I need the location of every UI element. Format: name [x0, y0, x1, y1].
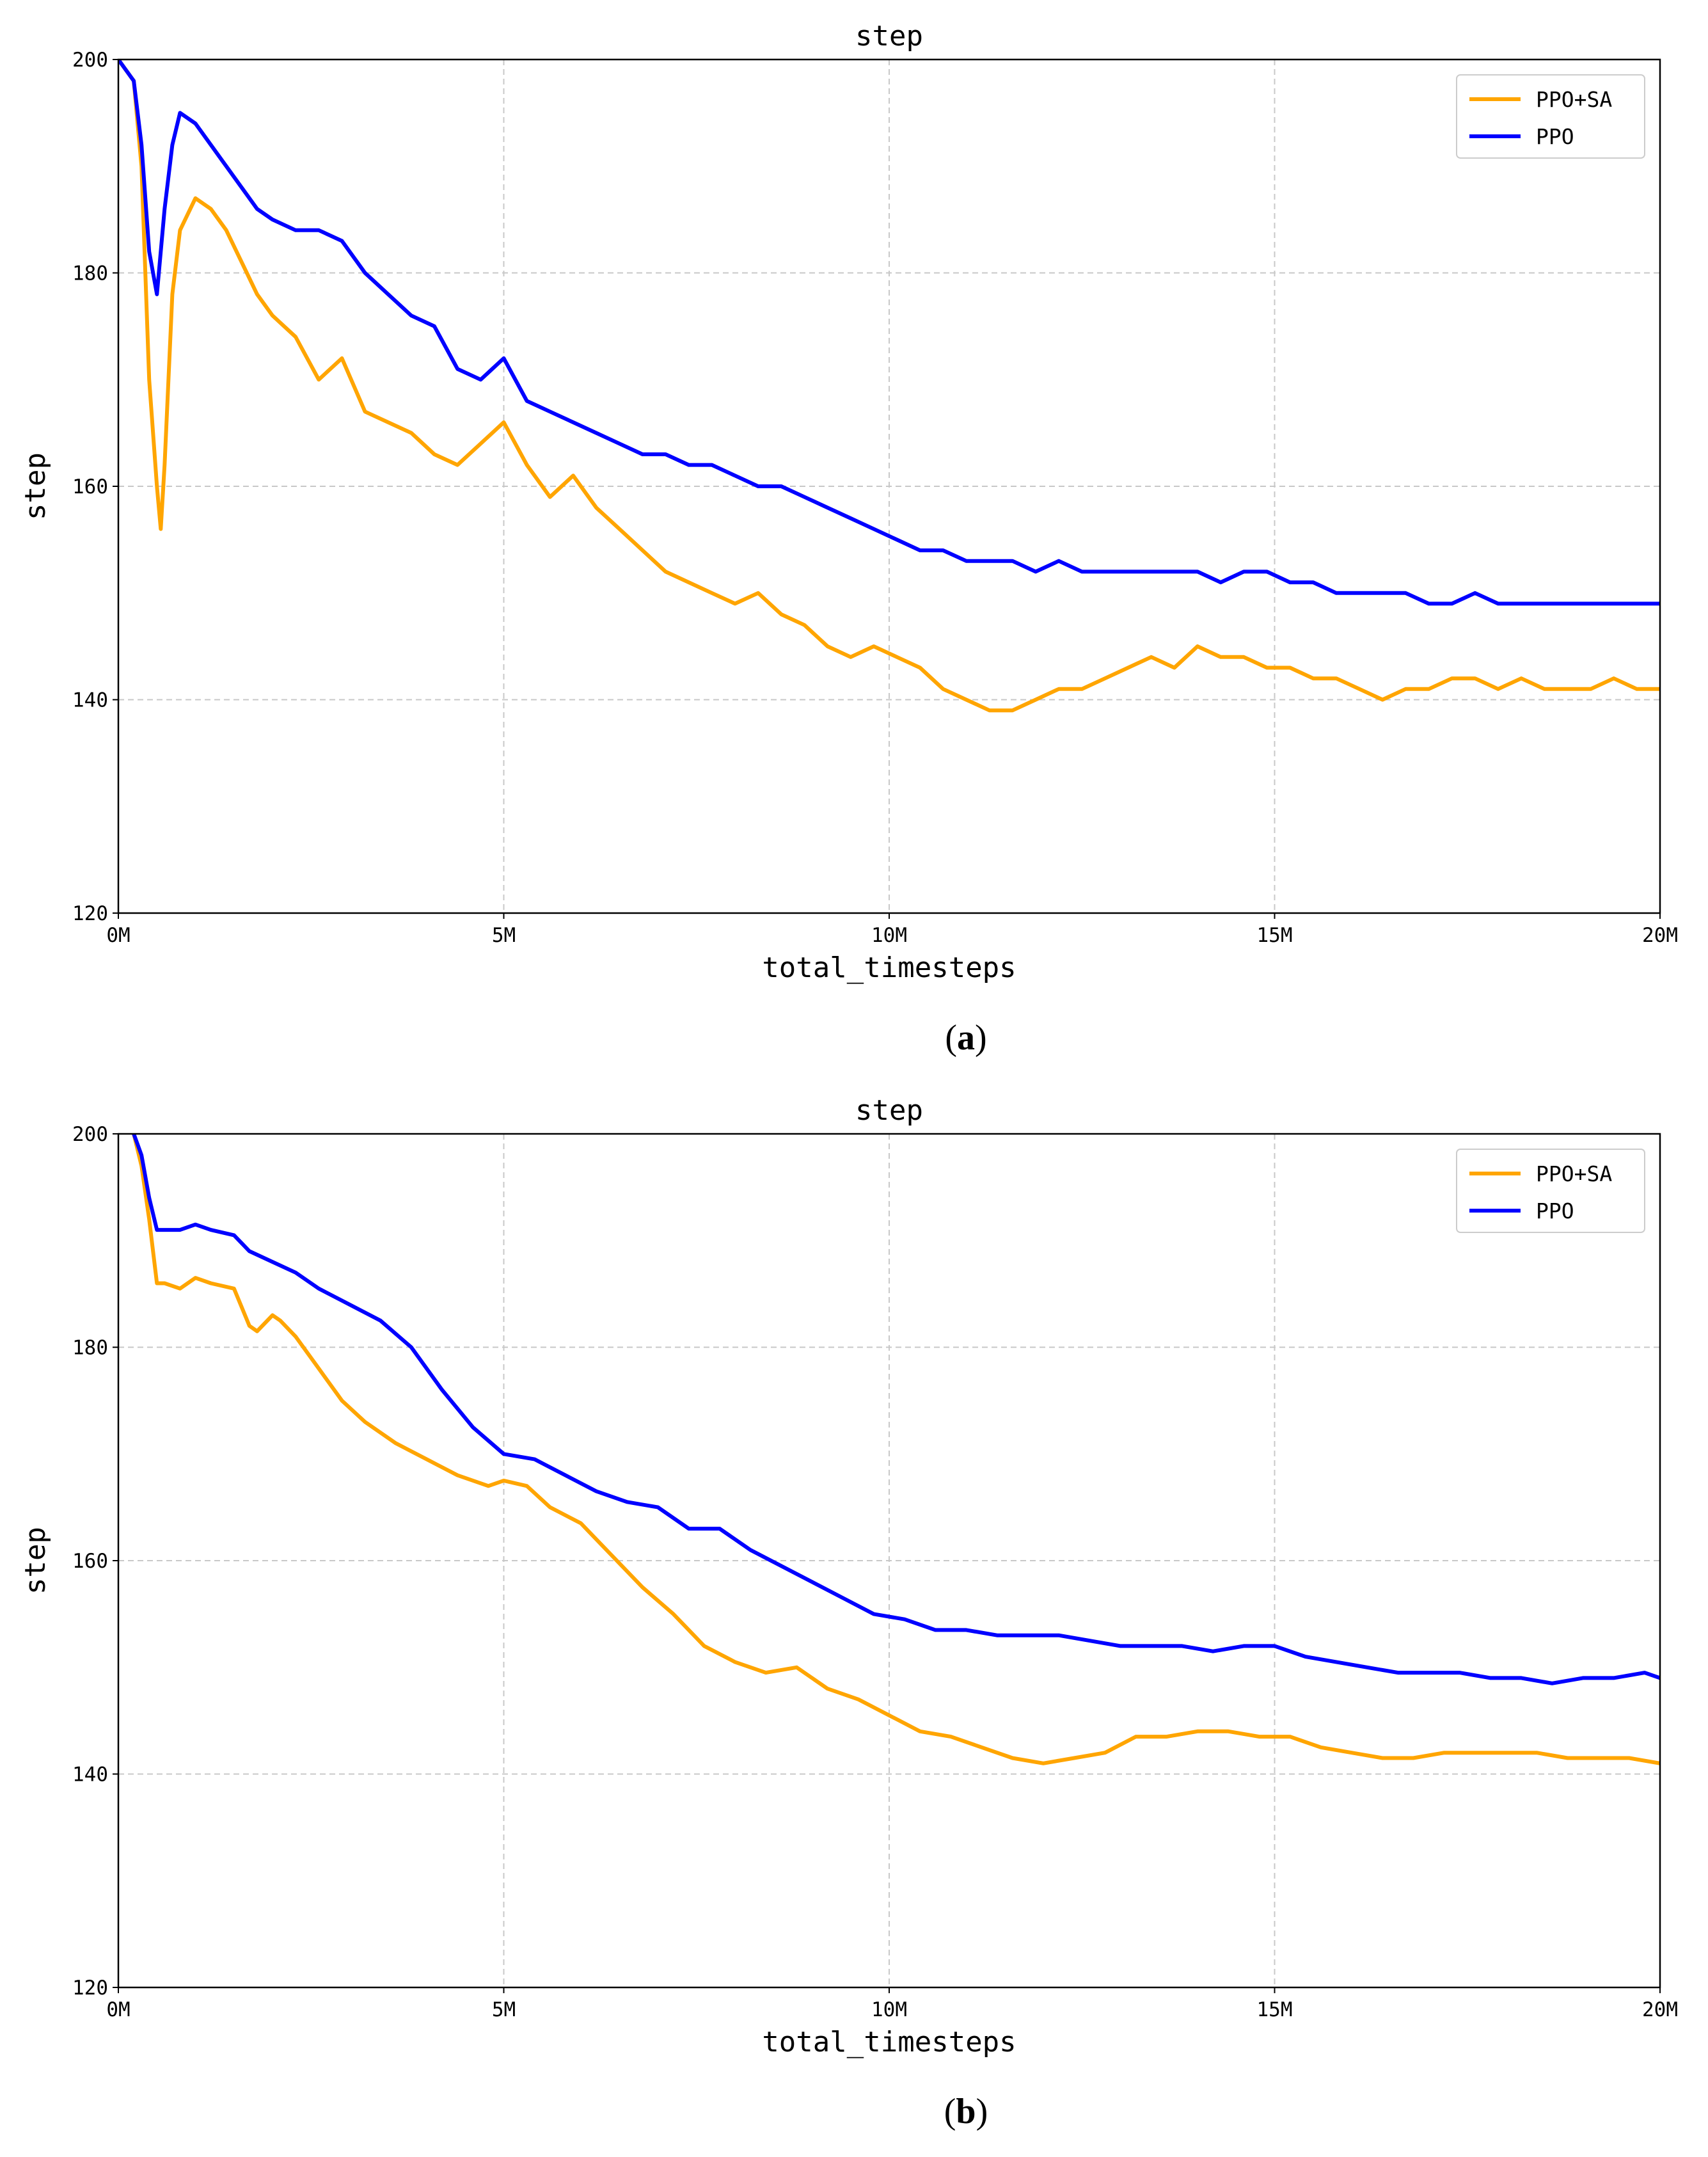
- panel-caption: (b): [944, 2092, 988, 2131]
- x-tick-label: 0M: [106, 1998, 130, 2021]
- y-tick-label: 180: [72, 1337, 108, 1360]
- y-tick-label: 120: [72, 902, 108, 925]
- y-tick-label: 200: [72, 1123, 108, 1146]
- panel-a: step 0M 5M 10M 15M 20M 120 140 160 180 200 total_ti…: [19, 20, 1678, 1058]
- legend: PPO+SA PPO: [1456, 74, 1645, 159]
- series-group: [118, 60, 1660, 713]
- x-tick-label: 20M: [1642, 1998, 1678, 2021]
- y-tick-label: 140: [72, 1763, 108, 1787]
- y-tick-label: 200: [72, 49, 108, 72]
- legend-label: PPO: [1536, 124, 1574, 149]
- panel-b: step 0M 5M 10M 15M 20M 120 140 160 180 200 total_ti…: [19, 1094, 1678, 2131]
- x-tick-label: 0M: [106, 924, 130, 947]
- x-tick-label: 15M: [1257, 1998, 1293, 2021]
- legend-label: PPO+SA: [1536, 1161, 1612, 1186]
- x-axis-label: total_timesteps: [762, 2026, 1016, 2058]
- series-line-ppo: [132, 1134, 1660, 1685]
- chart-title: step: [855, 20, 923, 52]
- panel-caption: (a): [945, 1018, 986, 1058]
- caption-letter: b: [956, 2092, 976, 2131]
- series-line-ppo-sa: [132, 1134, 1660, 1765]
- x-tick-label: 5M: [492, 1998, 516, 2021]
- legend-label: PPO+SA: [1536, 87, 1612, 112]
- series-group: [132, 1134, 1660, 1765]
- y-axis-label: step: [19, 1527, 52, 1595]
- y-axis-label: step: [19, 452, 52, 520]
- y-tick-label: 180: [72, 262, 108, 285]
- chart-title: step: [855, 1094, 923, 1127]
- legend: PPO+SA PPO: [1456, 1149, 1645, 1233]
- x-tick-label: 20M: [1642, 924, 1678, 947]
- y-tick-label: 140: [72, 689, 108, 712]
- caption-paren-open: (: [944, 2092, 956, 2131]
- x-axis-label: total_timesteps: [762, 951, 1016, 984]
- series-line-ppo: [118, 60, 1660, 606]
- caption-paren-open: (: [945, 1018, 957, 1058]
- series-line-ppo-sa: [118, 60, 1660, 713]
- legend-label: PPO: [1536, 1198, 1574, 1223]
- y-tick-label: 120: [72, 1977, 108, 2000]
- x-tick-label: 5M: [492, 924, 516, 947]
- y-tick-label: 160: [72, 475, 108, 498]
- y-tick-label: 160: [72, 1550, 108, 1573]
- x-tick-label: 10M: [871, 924, 907, 947]
- x-tick-label: 10M: [871, 1998, 907, 2021]
- x-tick-label: 15M: [1257, 924, 1293, 947]
- caption-letter: a: [957, 1018, 975, 1058]
- caption-paren-close: ): [975, 1018, 987, 1058]
- caption-paren-close: ): [976, 2092, 988, 2131]
